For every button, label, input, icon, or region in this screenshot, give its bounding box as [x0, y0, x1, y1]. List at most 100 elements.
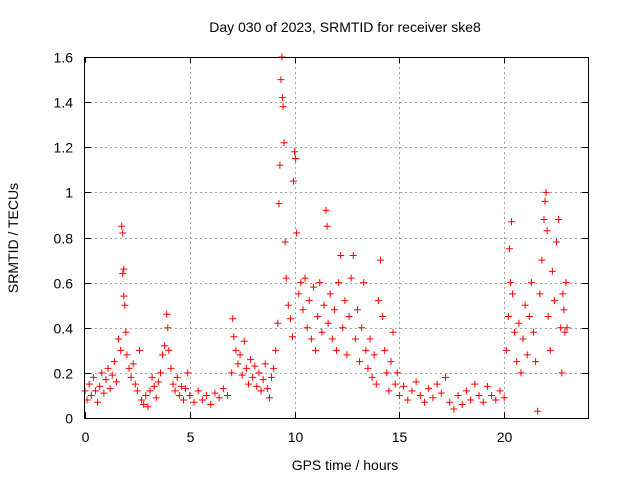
data-point [341, 297, 349, 305]
data-point [108, 371, 116, 379]
data-point [94, 398, 102, 406]
data-point [121, 301, 129, 309]
data-point [515, 319, 523, 327]
data-point [412, 378, 420, 386]
data-point [282, 274, 290, 282]
data-point [171, 387, 179, 395]
y-tick-label: 1 [65, 185, 73, 201]
data-point [504, 312, 512, 320]
data-point [389, 328, 397, 336]
data-point [450, 405, 458, 413]
data-point [509, 290, 517, 298]
data-point [324, 319, 332, 327]
data-point [353, 306, 361, 314]
data-point [112, 378, 120, 386]
data-point [156, 369, 164, 377]
data-point [330, 306, 338, 314]
points-layer [81, 53, 571, 415]
data-point [454, 391, 462, 399]
data-point [238, 371, 246, 379]
data-point [211, 389, 219, 397]
data-point [441, 373, 449, 381]
data-point [381, 346, 389, 354]
data-point [146, 387, 154, 395]
data-point [203, 391, 211, 399]
data-point [98, 369, 106, 377]
data-point [387, 358, 395, 366]
data-point [159, 351, 167, 359]
data-point [142, 391, 150, 399]
data-point [247, 355, 255, 363]
data-point [379, 312, 387, 320]
data-point [530, 328, 538, 336]
data-point [351, 335, 359, 343]
data-point [117, 346, 125, 354]
data-point [207, 400, 215, 408]
data-point [543, 227, 551, 235]
data-point [177, 382, 185, 390]
data-point [488, 391, 496, 399]
data-point [366, 335, 374, 343]
data-point [85, 380, 93, 388]
data-point [152, 394, 160, 402]
data-point [429, 394, 437, 402]
data-point [557, 324, 565, 332]
data-point [120, 265, 128, 273]
data-point [475, 391, 483, 399]
x-tick-label: 20 [497, 429, 513, 445]
data-point [102, 376, 110, 384]
data-point [383, 369, 391, 377]
data-point [292, 155, 300, 163]
data-point [263, 385, 271, 393]
data-point [343, 351, 351, 359]
data-point [513, 358, 521, 366]
data-point [337, 252, 345, 260]
data-point [560, 306, 568, 314]
data-point [198, 396, 206, 404]
data-point [275, 200, 283, 208]
data-point [492, 396, 500, 404]
data-point [326, 290, 334, 298]
data-point [257, 387, 265, 395]
data-point [372, 380, 380, 388]
data-point [416, 391, 424, 399]
data-point [335, 279, 343, 287]
data-point [532, 358, 540, 366]
data-point [360, 279, 368, 287]
y-tick-label: 0 [65, 411, 73, 427]
y-tick-label: 0.4 [54, 321, 74, 337]
data-point [320, 301, 328, 309]
data-point [408, 387, 416, 395]
data-point [281, 238, 289, 246]
data-point [318, 328, 326, 336]
data-point [437, 389, 445, 397]
data-point [312, 346, 320, 354]
y-tick-label: 1.4 [54, 95, 74, 111]
data-point [391, 380, 399, 388]
data-point [339, 324, 347, 332]
data-point [561, 328, 569, 336]
data-point [270, 364, 278, 372]
plot-frame [84, 57, 589, 419]
data-point [479, 398, 487, 406]
data-point [265, 394, 273, 402]
data-point [550, 297, 558, 305]
data-point [541, 197, 549, 205]
data-point [305, 297, 313, 305]
data-point [119, 229, 127, 237]
data-point [362, 346, 370, 354]
data-point [559, 290, 567, 298]
data-point [133, 387, 141, 395]
data-point [301, 274, 309, 282]
data-point [467, 396, 475, 404]
data-point [234, 360, 242, 368]
data-point [148, 373, 156, 381]
data-point [165, 346, 173, 354]
data-point [129, 360, 137, 368]
data-point [186, 391, 194, 399]
y-tick-label: 0.8 [54, 231, 74, 247]
y-axis-label: SRMTID / TECUs [5, 183, 21, 293]
ticks-layer [85, 57, 588, 419]
data-point [377, 256, 385, 264]
